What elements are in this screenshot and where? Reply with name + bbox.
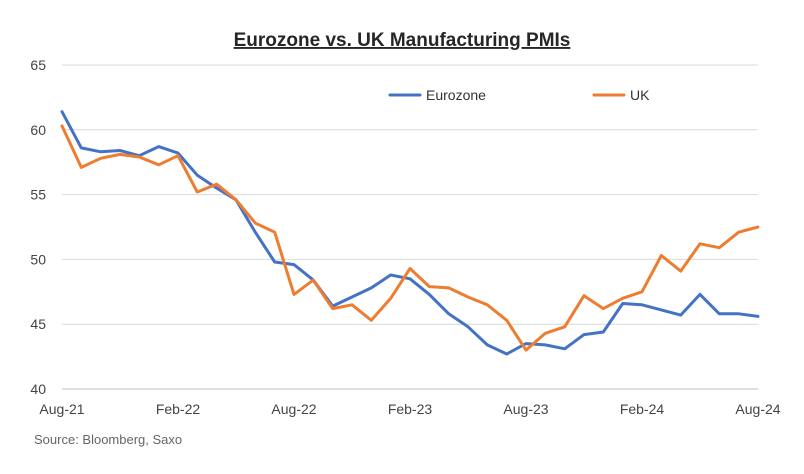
x-tick-label: Aug-21 [39, 401, 84, 417]
x-tick-label: Feb-23 [388, 401, 433, 417]
series-lines [60, 110, 760, 356]
y-tick-label: 50 [30, 251, 46, 267]
y-tick-label: 65 [30, 57, 46, 73]
x-tick-label: Aug-23 [503, 401, 548, 417]
legend-label-eurozone: Eurozone [426, 87, 486, 103]
x-tick-label: Aug-22 [271, 401, 316, 417]
y-tick-label: 55 [30, 187, 46, 203]
y-tick-label: 60 [30, 122, 46, 138]
legend: Eurozone UK [388, 87, 650, 103]
y-tick-label: 40 [30, 381, 46, 397]
x-axis-ticks: Aug-21 Feb-22 Aug-22 Feb-23 Aug-23 Feb-24 Aug-… [39, 401, 780, 417]
x-tick-label: Feb-24 [620, 401, 665, 417]
grid-lines [62, 64, 758, 390]
y-tick-label: 45 [30, 316, 46, 332]
chart-title: Eurozone vs. UK Manufacturing PMIs [234, 30, 571, 51]
x-tick-label: Aug-24 [735, 401, 780, 417]
x-tick-label: Feb-22 [156, 401, 201, 417]
series-line-uk [60, 124, 760, 352]
y-axis-ticks: 40 45 50 55 60 65 [30, 57, 46, 397]
source-note: Source: Bloomberg, Saxo [34, 432, 182, 447]
legend-label-uk: UK [630, 87, 650, 103]
series-line-eurozone [60, 110, 760, 356]
